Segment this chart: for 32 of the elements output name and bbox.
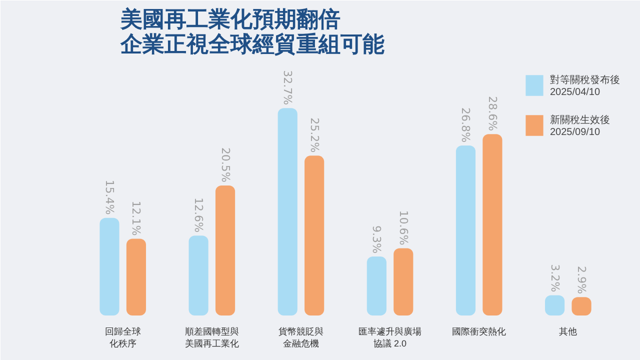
bar — [482, 134, 502, 316]
data-label: 32.7% — [281, 70, 294, 106]
data-label: 12.1% — [130, 200, 143, 236]
bar — [100, 218, 120, 316]
x-tick-label: 其他 — [559, 326, 578, 336]
bar — [215, 185, 236, 316]
data-label: 25.2% — [308, 118, 321, 153]
x-tick-label: 順差國轉型與美國再工業化 — [184, 326, 239, 348]
x-tick-label: 國際衝突熱化 — [452, 326, 506, 336]
data-label: 2.9% — [575, 266, 588, 294]
x-tick-label: 匯率遽升與廣場協議 2.0 — [358, 326, 422, 348]
x-tick-label: 回歸全球化秩序 — [104, 326, 141, 348]
legend-label: 對等關稅發布後 2025/04/10 — [550, 74, 620, 98]
bar — [126, 238, 146, 316]
data-label: 15.4% — [102, 180, 116, 215]
bar — [304, 156, 324, 316]
chart-subtitle: 企業正視全球經貿重組可能 — [120, 32, 384, 58]
data-label: 9.3% — [370, 225, 384, 254]
legend-label: 新關稅生效後 2025/09/10 — [550, 114, 610, 138]
bar — [456, 146, 476, 316]
x-tick-label: 貨幣競貶與金融危機 — [278, 326, 324, 348]
bar — [188, 236, 208, 316]
bar — [366, 256, 386, 316]
data-label: 3.2% — [548, 264, 562, 292]
bar — [278, 108, 298, 316]
bar — [394, 248, 414, 316]
data-label: 12.6% — [192, 198, 206, 232]
data-label: 10.6% — [396, 210, 410, 246]
data-label: 20.5% — [218, 147, 232, 182]
chart-title: 美國再工業化預期翻倍 — [120, 6, 340, 32]
data-label: 28.6% — [486, 96, 499, 132]
data-label: 26.8% — [459, 107, 472, 142]
